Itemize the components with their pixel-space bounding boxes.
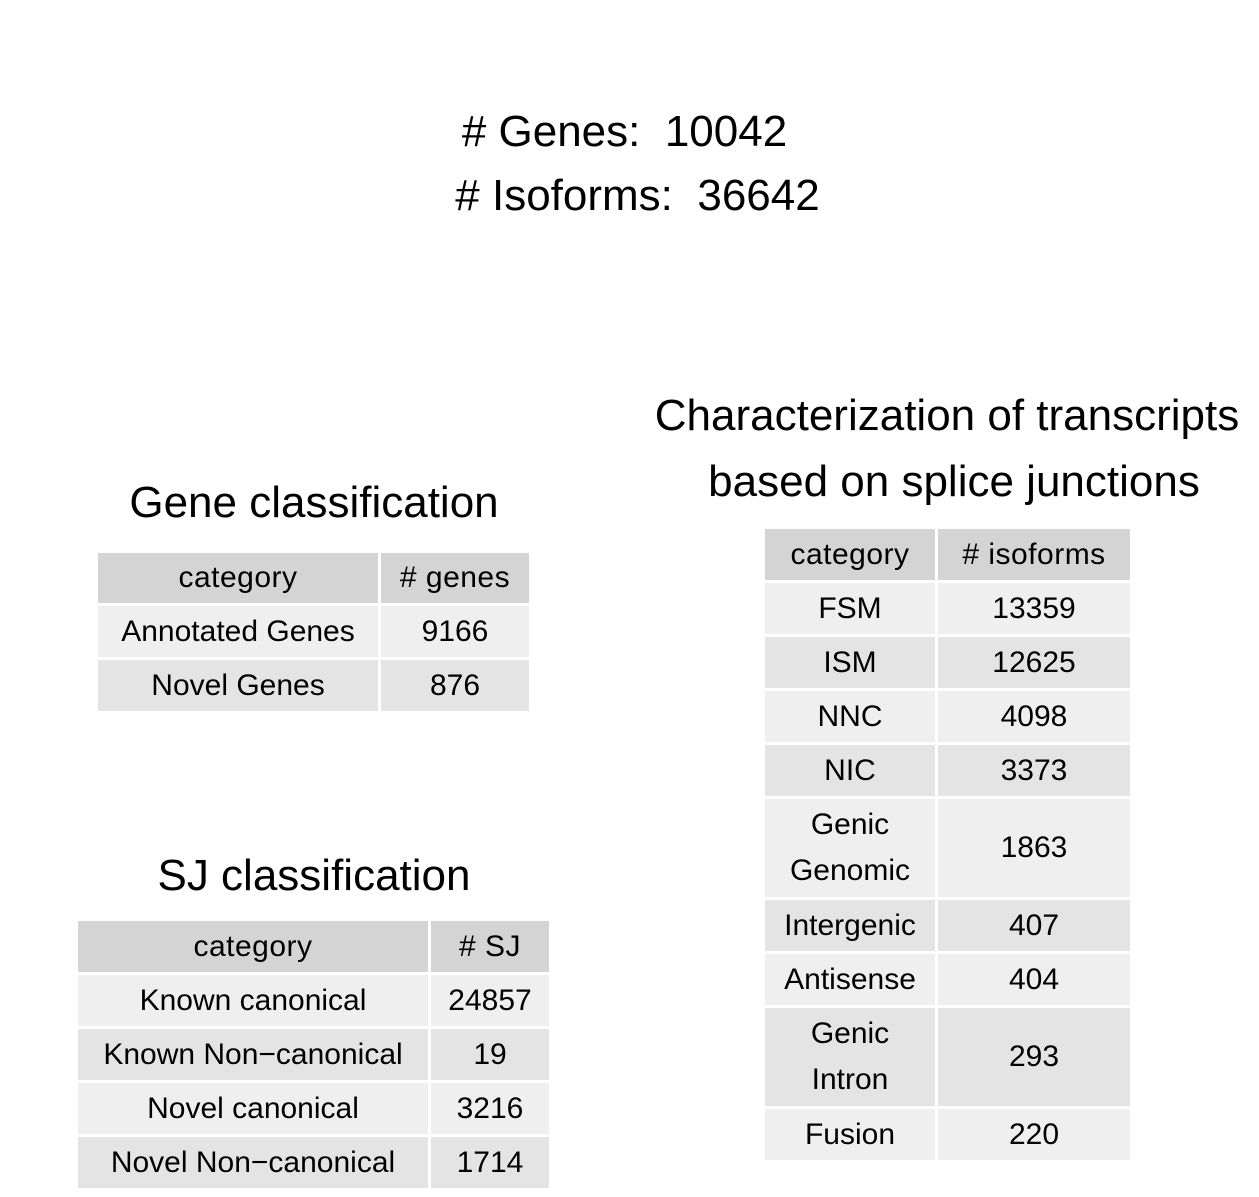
column-header: # genes bbox=[381, 553, 529, 603]
table-row: Genic Intron 293 bbox=[765, 1008, 1130, 1106]
table-row: ISM 12625 bbox=[765, 637, 1130, 688]
table-row: Fusion 220 bbox=[765, 1109, 1130, 1160]
category-cell: NNC bbox=[765, 691, 935, 742]
count-cell: 1863 bbox=[938, 799, 1130, 897]
count-cell: 220 bbox=[938, 1109, 1130, 1160]
table-row: Genic Genomic 1863 bbox=[765, 799, 1130, 897]
category-cell: Novel Genes bbox=[98, 660, 378, 711]
count-cell: 3216 bbox=[431, 1083, 549, 1134]
count-cell: 404 bbox=[938, 954, 1130, 1005]
category-cell: Novel canonical bbox=[78, 1083, 428, 1134]
sj-classification-table: category # SJ Known canonical 24857 Know… bbox=[75, 918, 552, 1191]
count-cell: 9166 bbox=[381, 606, 529, 657]
count-cell: 24857 bbox=[431, 975, 549, 1026]
transcript-characterization-title-line1: Characterization of transcripts bbox=[654, 391, 1240, 440]
category-cell: Annotated Genes bbox=[98, 606, 378, 657]
count-cell: 19 bbox=[431, 1029, 549, 1080]
genes-count: # Genes: 10042 bbox=[461, 107, 788, 156]
column-header: category bbox=[98, 553, 378, 603]
table-row: NIC 3373 bbox=[765, 745, 1130, 796]
count-cell: 407 bbox=[938, 900, 1130, 951]
category-cell: Genic Genomic bbox=[765, 799, 935, 897]
table-row: FSM 13359 bbox=[765, 583, 1130, 634]
column-header: # SJ bbox=[431, 921, 549, 972]
column-header: category bbox=[78, 921, 428, 972]
category-cell: Known Non−canonical bbox=[78, 1029, 428, 1080]
category-cell: Known canonical bbox=[78, 975, 428, 1026]
category-cell: Genic Intron bbox=[765, 1008, 935, 1106]
table-row: Known Non−canonical 19 bbox=[78, 1029, 549, 1080]
count-cell: 12625 bbox=[938, 637, 1130, 688]
isoforms-count: # Isoforms: 36642 bbox=[455, 171, 820, 220]
table-row: Novel Non−canonical 1714 bbox=[78, 1137, 549, 1188]
table-row: Antisense 404 bbox=[765, 954, 1130, 1005]
table-row: Known canonical 24857 bbox=[78, 975, 549, 1026]
column-header: # isoforms bbox=[938, 529, 1130, 580]
count-cell: 3373 bbox=[938, 745, 1130, 796]
sj-classification-title: SJ classification bbox=[157, 851, 471, 900]
count-cell: 293 bbox=[938, 1008, 1130, 1106]
category-cell: Intergenic bbox=[765, 900, 935, 951]
category-cell: Fusion bbox=[765, 1109, 935, 1160]
transcript-characterization-table: category # isoforms FSM 13359 ISM 12625 … bbox=[762, 526, 1133, 1163]
gene-classification-title: Gene classification bbox=[129, 478, 499, 527]
count-cell: 4098 bbox=[938, 691, 1130, 742]
table-row: NNC 4098 bbox=[765, 691, 1130, 742]
table-row: Novel Genes 876 bbox=[98, 660, 529, 711]
category-cell: ISM bbox=[765, 637, 935, 688]
category-cell: FSM bbox=[765, 583, 935, 634]
category-cell: Antisense bbox=[765, 954, 935, 1005]
count-cell: 1714 bbox=[431, 1137, 549, 1188]
table-row: Novel canonical 3216 bbox=[78, 1083, 549, 1134]
table-row: Intergenic 407 bbox=[765, 900, 1130, 951]
count-cell: 876 bbox=[381, 660, 529, 711]
transcript-characterization-title-line2: based on splice junctions bbox=[708, 457, 1200, 506]
count-cell: 13359 bbox=[938, 583, 1130, 634]
category-cell: Novel Non−canonical bbox=[78, 1137, 428, 1188]
column-header: category bbox=[765, 529, 935, 580]
gene-classification-table: category # genes Annotated Genes 9166 No… bbox=[95, 550, 532, 714]
table-row: Annotated Genes 9166 bbox=[98, 606, 529, 657]
category-cell: NIC bbox=[765, 745, 935, 796]
